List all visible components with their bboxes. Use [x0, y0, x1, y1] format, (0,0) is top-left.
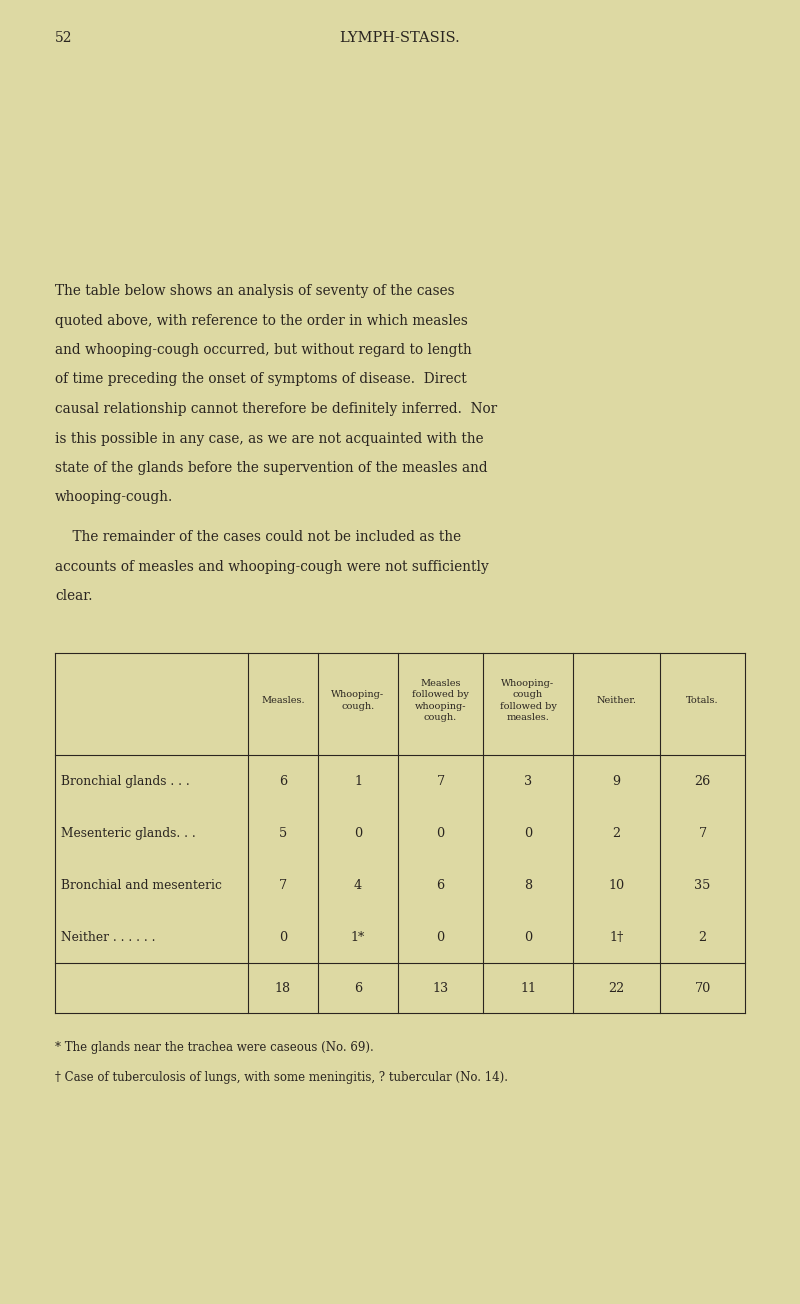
Text: † Case of tuberculosis of lungs, with some meningitis, ? tubercular (No. 14).: † Case of tuberculosis of lungs, with so… [55, 1072, 508, 1085]
Text: 18: 18 [275, 982, 291, 995]
Text: Whooping-
cough.: Whooping- cough. [331, 690, 385, 711]
Text: 35: 35 [694, 879, 710, 892]
Text: quoted above, with reference to the order in which measles: quoted above, with reference to the orde… [55, 313, 468, 327]
Text: 5: 5 [279, 827, 287, 840]
Text: Totals.: Totals. [686, 696, 719, 705]
Text: 13: 13 [433, 982, 449, 995]
Text: Bronchial glands . . .: Bronchial glands . . . [61, 775, 190, 788]
Text: 6: 6 [437, 879, 445, 892]
Text: of time preceding the onset of symptoms of disease.  Direct: of time preceding the onset of symptoms … [55, 373, 466, 386]
Text: * The glands near the trachea were caseous (No. 69).: * The glands near the trachea were caseo… [55, 1042, 374, 1055]
Text: and whooping-cough occurred, but without regard to length: and whooping-cough occurred, but without… [55, 343, 472, 357]
Text: Bronchial and mesenteric: Bronchial and mesenteric [61, 879, 222, 892]
Text: 8: 8 [524, 879, 532, 892]
Text: The table below shows an analysis of seventy of the cases: The table below shows an analysis of sev… [55, 284, 454, 299]
Text: 0: 0 [279, 931, 287, 944]
Text: clear.: clear. [55, 589, 93, 602]
Text: 11: 11 [520, 982, 536, 995]
Text: 7: 7 [698, 827, 706, 840]
Text: 3: 3 [524, 775, 532, 788]
Text: 9: 9 [613, 775, 621, 788]
Text: 0: 0 [354, 827, 362, 840]
Text: 2: 2 [613, 827, 621, 840]
Text: Neither.: Neither. [597, 696, 637, 705]
Text: LYMPH-STASIS.: LYMPH-STASIS. [340, 31, 460, 46]
Text: 0: 0 [524, 827, 532, 840]
Text: 0: 0 [524, 931, 532, 944]
Text: 4: 4 [354, 879, 362, 892]
Text: accounts of measles and whooping-cough were not sufficiently: accounts of measles and whooping-cough w… [55, 559, 489, 574]
Text: Mesenteric glands. . .: Mesenteric glands. . . [61, 827, 196, 840]
Text: 0: 0 [437, 931, 445, 944]
Text: 1†: 1† [610, 931, 624, 944]
Text: state of the glands before the supervention of the measles and: state of the glands before the supervent… [55, 462, 488, 475]
Text: 10: 10 [609, 879, 625, 892]
Text: Measles
followed by
whooping-
cough.: Measles followed by whooping- cough. [412, 679, 469, 721]
Text: 6: 6 [354, 982, 362, 995]
Text: 7: 7 [279, 879, 287, 892]
Text: Whooping-
cough
followed by
measles.: Whooping- cough followed by measles. [499, 679, 557, 721]
Text: Neither . . . . . .: Neither . . . . . . [61, 931, 155, 944]
Text: causal relationship cannot therefore be definitely inferred.  Nor: causal relationship cannot therefore be … [55, 402, 497, 416]
Text: 22: 22 [608, 982, 625, 995]
Text: Measles.: Measles. [261, 696, 305, 705]
Text: 2: 2 [698, 931, 706, 944]
Text: 26: 26 [694, 775, 710, 788]
Text: 1*: 1* [351, 931, 365, 944]
Text: is this possible in any case, as we are not acquainted with the: is this possible in any case, as we are … [55, 432, 484, 446]
Text: 0: 0 [437, 827, 445, 840]
Text: The remainder of the cases could not be included as the: The remainder of the cases could not be … [55, 529, 461, 544]
Text: 52: 52 [55, 31, 73, 46]
Text: 6: 6 [279, 775, 287, 788]
Text: 1: 1 [354, 775, 362, 788]
Text: 7: 7 [437, 775, 445, 788]
Text: 70: 70 [694, 982, 710, 995]
Text: whooping-cough.: whooping-cough. [55, 490, 174, 505]
